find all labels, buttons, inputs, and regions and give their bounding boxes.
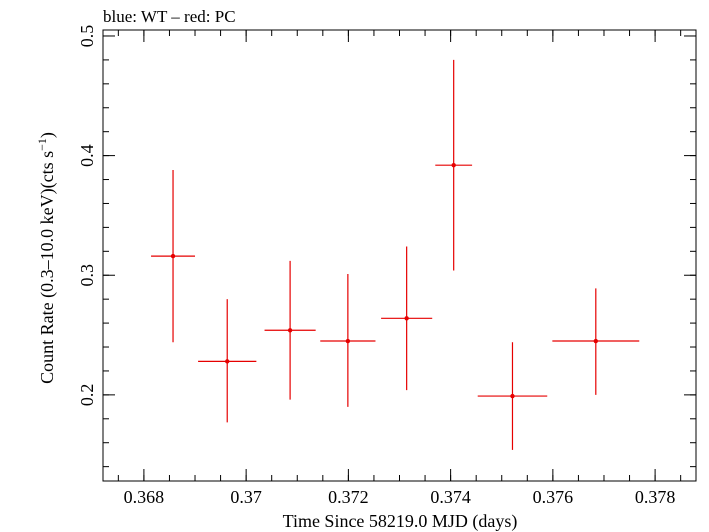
data-marker: [225, 359, 230, 364]
data-point: [198, 299, 257, 423]
data-point: [552, 288, 640, 395]
y-tick-label: 0.5: [77, 25, 97, 48]
x-axis-label: Time Since 58219.0 MJD (days): [283, 511, 518, 532]
x-tick-label: 0.368: [124, 487, 165, 507]
y-axis-tick-labels: 0.2 0.3 0.4 0.5: [77, 25, 97, 406]
data-point: [151, 169, 196, 343]
data-marker: [593, 338, 599, 344]
data-marker: [404, 316, 409, 321]
data-marker: [345, 338, 351, 344]
data-series: [151, 59, 640, 450]
y-axis-label: Count Rate (0.3–10.0 keV)(cts s−1): [35, 132, 58, 384]
data-point: [435, 59, 473, 271]
x-tick-label: 0.378: [635, 487, 676, 507]
x-axis-tick-labels: 0.368 0.37 0.372 0.374 0.376 0.378: [124, 487, 676, 507]
y-tick-label: 0.4: [77, 144, 97, 167]
data-marker: [510, 393, 515, 399]
y-axis-ticks: [103, 35, 696, 468]
data-point: [264, 260, 316, 400]
x-tick-label: 0.372: [328, 487, 369, 507]
data-marker: [170, 253, 176, 259]
data-marker: [287, 328, 293, 333]
y-axis-label-tail: ): [37, 132, 58, 138]
data-point: [381, 246, 433, 391]
y-tick-label: 0.3: [77, 264, 97, 287]
y-axis-label-main: Count Rate (0.3–10.0 keV)(cts s: [37, 151, 58, 384]
data-point: [477, 342, 548, 450]
x-tick-label: 0.376: [533, 487, 574, 507]
y-axis-label-superscript: −1: [35, 138, 49, 151]
x-axis-ticks: [117, 30, 682, 481]
x-tick-label: 0.37: [230, 487, 262, 507]
data-marker: [451, 162, 456, 168]
y-tick-label: 0.2: [77, 384, 97, 407]
data-point: [320, 274, 376, 407]
chart-title: blue: WT – red: PC: [103, 7, 236, 26]
x-tick-label: 0.374: [430, 487, 471, 507]
